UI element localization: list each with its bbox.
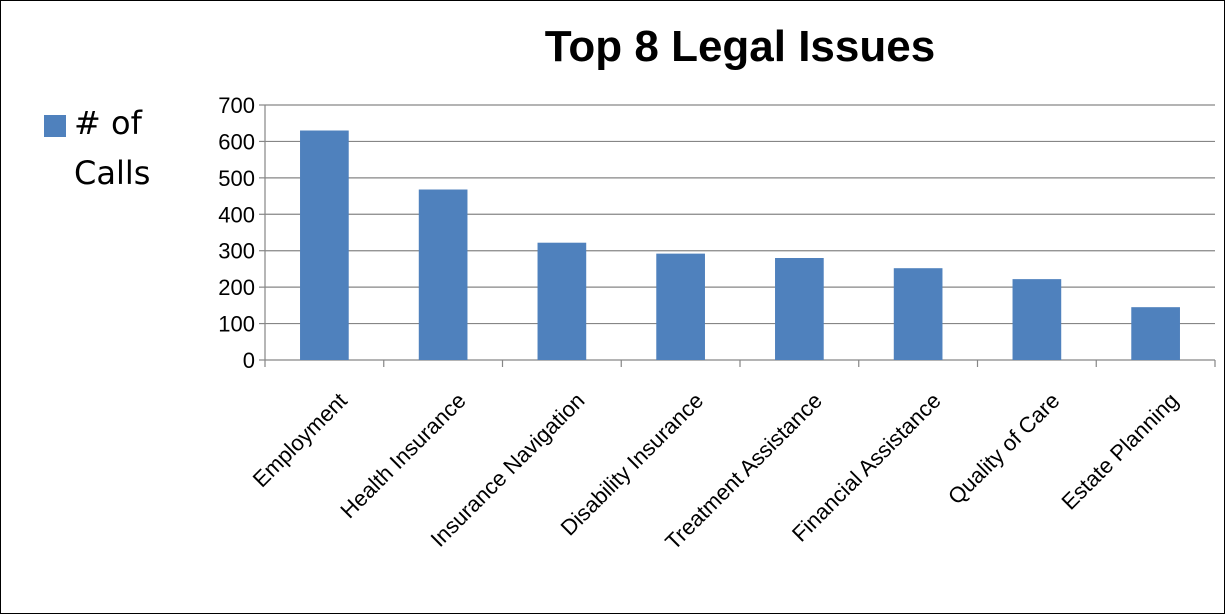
chart-title: Top 8 Legal Issues xyxy=(544,22,936,71)
y-tick-label: 500 xyxy=(218,166,255,191)
y-tick-label: 200 xyxy=(218,275,255,300)
y-tick-label: 100 xyxy=(218,312,255,337)
bar xyxy=(656,253,705,360)
legend-swatch xyxy=(44,115,66,137)
y-tick-label: 300 xyxy=(218,239,255,264)
legend-label: # of Calls xyxy=(74,104,151,192)
y-tick-label: 600 xyxy=(218,129,255,154)
bar xyxy=(893,268,943,360)
x-category-label: Estate Planning xyxy=(1057,388,1184,515)
bar xyxy=(418,189,468,360)
bar xyxy=(537,242,587,360)
x-category-label: Quality of Care xyxy=(943,388,1064,509)
bar xyxy=(775,258,824,360)
y-tick-label: 0 xyxy=(243,348,255,373)
bar xyxy=(300,130,349,360)
x-category-label: Health Insurance xyxy=(335,388,470,523)
bar xyxy=(1012,279,1062,360)
bar xyxy=(1131,307,1180,360)
x-category-label: Employment xyxy=(248,388,352,492)
y-tick-label: 400 xyxy=(218,202,255,227)
y-tick-label: 700 xyxy=(218,93,255,118)
